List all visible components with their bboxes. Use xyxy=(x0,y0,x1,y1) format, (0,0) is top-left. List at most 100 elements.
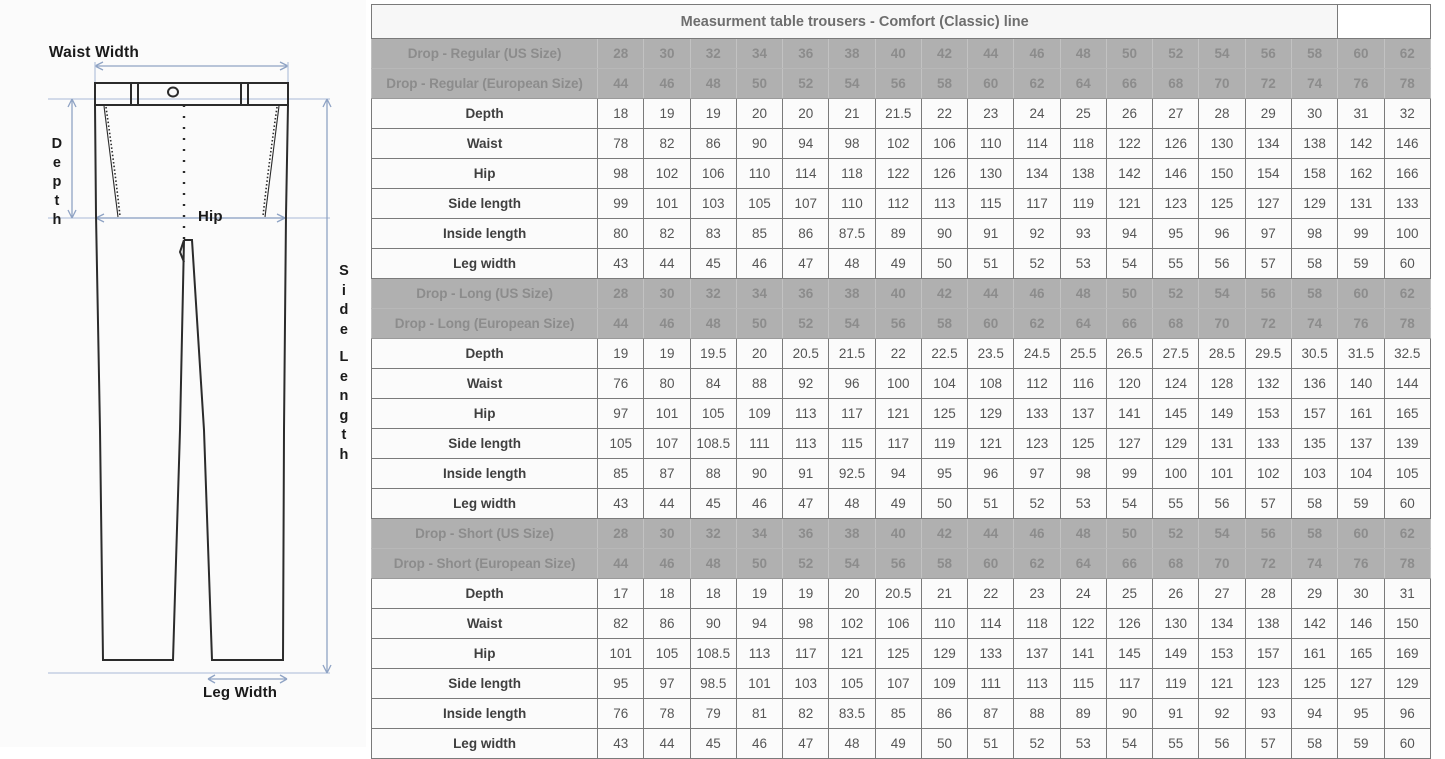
measurement-cell: 95 xyxy=(1337,698,1385,729)
measurement-cell: 86 xyxy=(643,608,691,639)
measurement-cell: 161 xyxy=(1290,638,1339,669)
measurement-cell: 21.5 xyxy=(828,338,876,369)
size-header-eu: 74 xyxy=(1290,308,1339,339)
measurement-cell: 85 xyxy=(874,698,922,729)
measurement-cell: 139 xyxy=(1383,428,1432,459)
size-header-eu: 78 xyxy=(1383,308,1432,339)
size-header-us: 62 xyxy=(1383,38,1432,69)
measurement-cell: 149 xyxy=(1152,638,1200,669)
measurement-cell: 138 xyxy=(1290,128,1339,159)
size-header-eu: 64 xyxy=(1059,68,1107,99)
size-header-eu: 76 xyxy=(1337,308,1385,339)
measurement-row-label: Side length xyxy=(370,428,599,459)
measurement-cell: 76 xyxy=(597,698,645,729)
measurement-cell: 133 xyxy=(967,638,1015,669)
side-length-label-char: t xyxy=(341,427,347,443)
size-header-us: 54 xyxy=(1198,38,1246,69)
measurement-cell: 43 xyxy=(597,728,645,759)
measurement-cell: 99 xyxy=(597,188,645,219)
size-header-us: 28 xyxy=(597,278,645,309)
measurement-cell: 98.5 xyxy=(689,668,737,699)
table-row: Inside length 76 78 79 81 82 83.5 85 86 87 88 89 90 9… xyxy=(370,698,1432,729)
measurement-cell: 118 xyxy=(828,158,876,189)
size-header-eu: 50 xyxy=(735,308,784,339)
table-row: Inside length 80 82 83 85 86 87.5 89 90 91 92 93 94 9… xyxy=(370,218,1432,249)
measurement-row-label: Leg width xyxy=(370,488,599,519)
measurement-row-label: Waist xyxy=(370,368,599,399)
measurement-row-label: Inside length xyxy=(370,218,599,249)
measurement-cell: 114 xyxy=(782,158,830,189)
measurement-cell: 108.5 xyxy=(689,638,737,669)
measurement-cell: 161 xyxy=(1337,398,1385,429)
measurement-cell: 101 xyxy=(643,398,691,429)
table-row: Hip 101 105 108.5 113 117 121 125 129 133 137 141 14… xyxy=(370,638,1432,669)
table-title-row: Measurment table trousers - Comfort (Cla… xyxy=(370,4,1431,39)
measurement-cell: 89 xyxy=(1059,698,1107,729)
group-label-eu: Drop - Regular (European Size) xyxy=(370,68,599,99)
measurement-cell: 133 xyxy=(1244,428,1292,459)
measurement-cell: 29 xyxy=(1244,98,1292,129)
waist-width-label: Waist Width xyxy=(48,44,140,61)
side-length-dimension xyxy=(322,98,332,674)
table-row: Waist 78 82 86 90 94 98 102 106 110 114 118 122 126 13… xyxy=(370,128,1432,159)
measurement-cell: 128 xyxy=(1198,368,1246,399)
measurement-cell: 142 xyxy=(1290,608,1339,639)
size-header-eu: 74 xyxy=(1290,548,1339,579)
side-length-label-char: h xyxy=(339,446,349,463)
table-title-blank-cell xyxy=(1337,4,1431,39)
measurement-cell: 133 xyxy=(1383,188,1432,219)
measurement-cell: 101 xyxy=(597,638,645,669)
measurement-cell: 129 xyxy=(967,398,1015,429)
trouser-outline xyxy=(94,104,289,661)
size-header-eu: 78 xyxy=(1383,548,1432,579)
measurement-cell: 166 xyxy=(1383,158,1432,189)
size-header-us: 40 xyxy=(874,38,922,69)
size-header-us: 42 xyxy=(920,38,969,69)
size-header-eu: 70 xyxy=(1198,308,1246,339)
size-header-us: 28 xyxy=(597,38,645,69)
leg-width-label: Leg Width xyxy=(203,684,278,701)
size-header-us: 30 xyxy=(643,518,691,549)
measurement-cell: 26 xyxy=(1152,578,1200,609)
measurement-cell: 90 xyxy=(735,128,784,159)
size-header-eu: 76 xyxy=(1337,548,1385,579)
measurement-cell: 142 xyxy=(1105,158,1154,189)
measurement-cell: 20 xyxy=(782,98,830,129)
measurement-cell: 119 xyxy=(1152,668,1200,699)
side-length-label-char: g xyxy=(339,407,349,424)
measurement-cell: 22.5 xyxy=(920,338,969,369)
measurement-cell: 43 xyxy=(597,488,645,519)
measurement-cell: 47 xyxy=(782,728,830,759)
measurement-cell: 134 xyxy=(1244,128,1292,159)
measurement-cell: 95 xyxy=(920,458,969,489)
measurement-cell: 146 xyxy=(1337,608,1385,639)
measurement-cell: 101 xyxy=(1198,458,1246,489)
size-header-us: 46 xyxy=(1013,518,1061,549)
measurement-cell: 105 xyxy=(1383,458,1432,489)
size-header-us: 44 xyxy=(967,278,1015,309)
measurement-cell: 135 xyxy=(1290,428,1339,459)
size-header-eu: 64 xyxy=(1059,308,1107,339)
measurement-cell: 125 xyxy=(874,638,922,669)
measurement-cell: 95 xyxy=(597,668,645,699)
measurement-cell: 100 xyxy=(874,368,922,399)
measurement-cell: 49 xyxy=(874,248,922,279)
measurement-cell: 122 xyxy=(1105,128,1154,159)
measurement-cell: 105 xyxy=(597,428,645,459)
measurement-cell: 165 xyxy=(1337,638,1385,669)
measurement-cell: 45 xyxy=(689,488,737,519)
measurement-cell: 93 xyxy=(1244,698,1292,729)
measurement-cell: 32 xyxy=(1383,98,1432,129)
measurement-cell: 94 xyxy=(782,128,830,159)
measurement-cell: 121 xyxy=(967,428,1015,459)
measurement-cell: 125 xyxy=(920,398,969,429)
measurement-cell: 24.5 xyxy=(1013,338,1061,369)
measurement-cell: 88 xyxy=(735,368,784,399)
measurement-cell: 101 xyxy=(735,668,784,699)
measurement-cell: 22 xyxy=(920,98,969,129)
measurement-cell: 20 xyxy=(735,338,784,369)
measurement-cell: 112 xyxy=(874,188,922,219)
size-header-eu: 44 xyxy=(597,68,645,99)
measurement-cell: 48 xyxy=(828,248,876,279)
measurement-cell: 80 xyxy=(643,368,691,399)
